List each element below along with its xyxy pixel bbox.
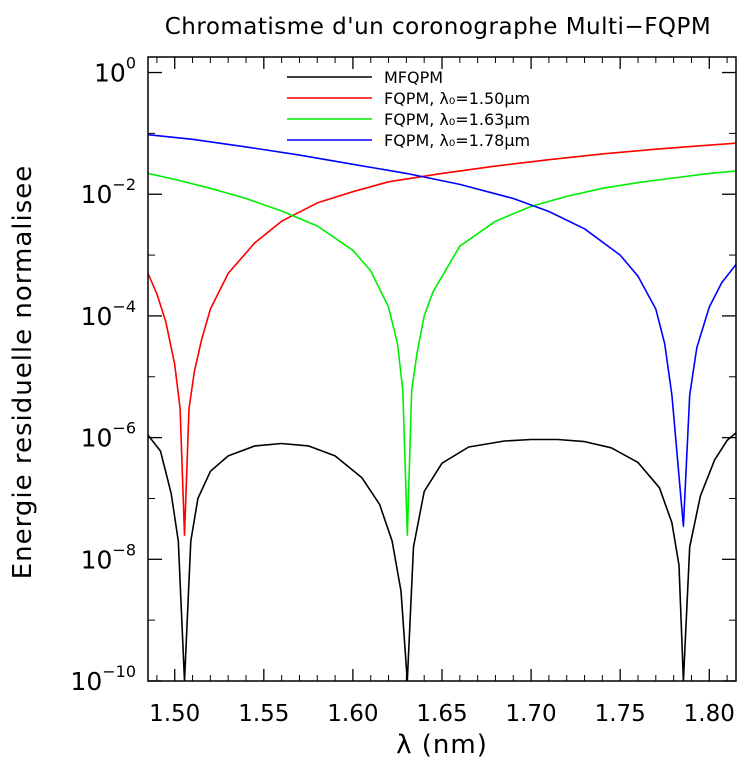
y-tick-label: 10−8 bbox=[81, 540, 136, 574]
y-tick-label: 100 bbox=[94, 54, 136, 88]
x-tick-label: 1.70 bbox=[505, 701, 556, 727]
x-tick-label: 1.75 bbox=[595, 701, 646, 727]
chart-title: Chromatisme d'un coronographe Multi−FQPM bbox=[164, 14, 712, 40]
x-tick-label: 1.50 bbox=[149, 701, 200, 727]
x-tick-label: 1.60 bbox=[327, 701, 378, 727]
legend-label-0: MFQPM bbox=[384, 68, 443, 87]
series-line-0 bbox=[148, 432, 736, 681]
x-tick-label: 1.65 bbox=[416, 701, 467, 727]
axis-ticks: 1.50 1.55 1.60 1.65 1.70 1.75 1.80 10−10 10−8 10−… bbox=[70, 54, 736, 727]
x-tick-label: 1.80 bbox=[684, 701, 735, 727]
x-tick-label: 1.55 bbox=[238, 701, 289, 727]
series-line-1 bbox=[148, 142, 736, 536]
x-axis-label: λ (nm) bbox=[396, 730, 488, 760]
legend-label-2: FQPM, λ₀=1.63μm bbox=[384, 110, 530, 129]
y-axis-label: Energie residuelle normalisee bbox=[8, 164, 38, 580]
y-tick-label: 10−2 bbox=[81, 175, 136, 209]
legend: MFQPM FQPM, λ₀=1.50μm FQPM, λ₀=1.63μm FQPM,… bbox=[287, 68, 530, 150]
y-tick-label: 10−4 bbox=[81, 297, 136, 331]
legend-label-3: FQPM, λ₀=1.78μm bbox=[384, 131, 530, 150]
series-curves bbox=[148, 133, 736, 681]
y-tick-label: 10−10 bbox=[70, 662, 136, 696]
legend-label-1: FQPM, λ₀=1.50μm bbox=[384, 89, 530, 108]
series-line-2 bbox=[148, 170, 736, 536]
series-line-3 bbox=[148, 133, 736, 527]
y-tick-label: 10−6 bbox=[81, 419, 136, 453]
